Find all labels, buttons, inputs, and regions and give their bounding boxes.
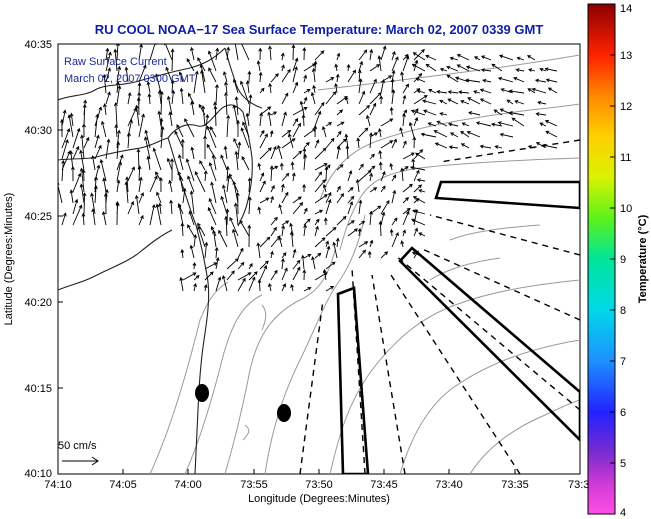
y-tick-label: 40:30: [24, 125, 52, 137]
subtitle-line-1: Raw Surface Current: [64, 56, 167, 68]
y-axis-label: Latitude (Degrees:Minutes): [3, 193, 15, 326]
map-title: RU COOL NOAA−17 Sea Surface Temperature:…: [94, 22, 544, 37]
subtitle-line-2: March 02, 2007 0300 GMT: [64, 73, 196, 85]
x-tick-label: 74:00: [174, 479, 202, 491]
colorbar-tick-label: 13: [620, 50, 632, 62]
colorbar-tick-label: 12: [620, 101, 632, 113]
scale-label: 50 cm/s: [58, 440, 97, 452]
colorbar-tick-label: 11: [620, 152, 631, 164]
colorbar-label: Temperature (°C): [637, 214, 649, 303]
x-tick-label: 73:40: [435, 479, 463, 491]
radar-site-marker-2: [277, 404, 291, 422]
x-tick-label: 73:35: [501, 479, 529, 491]
y-tick-label: 40:25: [24, 211, 52, 223]
colorbar-tick-label: 8: [620, 305, 626, 317]
x-tick-label: 74:05: [109, 479, 137, 491]
surface-current-vectors: [58, 44, 558, 292]
radar-beam-lines: [299, 139, 580, 474]
radar-sector-boxes: [336, 180, 580, 474]
x-tick-label: 73:45: [370, 479, 398, 491]
colorbar-tick-label: 5: [620, 458, 626, 470]
colorbar-tick-label: 7: [620, 356, 626, 368]
colorbar-tick-label: 4: [620, 507, 626, 519]
bathymetry-contours: [149, 54, 580, 474]
colorbar-tick-label: 14: [620, 3, 632, 15]
y-tick-label: 40:15: [24, 383, 52, 395]
radar-site-marker-1: [195, 384, 209, 402]
colorbar-tick-label: 10: [620, 203, 632, 215]
x-axis: 74:10 74:05 74:00 73:55 73:50 73:45 73:4…: [44, 469, 589, 505]
scale-arrow: [62, 456, 99, 466]
y-tick-label: 40:10: [24, 468, 52, 480]
y-tick-label: 40:20: [24, 297, 52, 309]
colorbar-tick-label: 9: [620, 254, 626, 266]
colorbar-tick-label: 6: [620, 407, 626, 419]
x-tick-label: 73:55: [240, 479, 268, 491]
coastline: [58, 47, 263, 474]
x-axis-label: Longitude (Degrees:Minutes): [248, 493, 390, 505]
current-vector-field: [58, 44, 558, 292]
x-tick-label: 74:10: [44, 479, 72, 491]
y-axis: 40:35 40:30 40:25 40:20 40:15 40:10 Lati…: [3, 39, 63, 480]
x-tick-label: 73:50: [305, 479, 333, 491]
x-tick-label: 73:3: [568, 479, 589, 491]
temperature-colorbar: 14 13 12 11 10 9 8 7 6 5 4 Temperature (°C): [587, 3, 649, 519]
y-tick-label: 40:35: [24, 39, 52, 51]
